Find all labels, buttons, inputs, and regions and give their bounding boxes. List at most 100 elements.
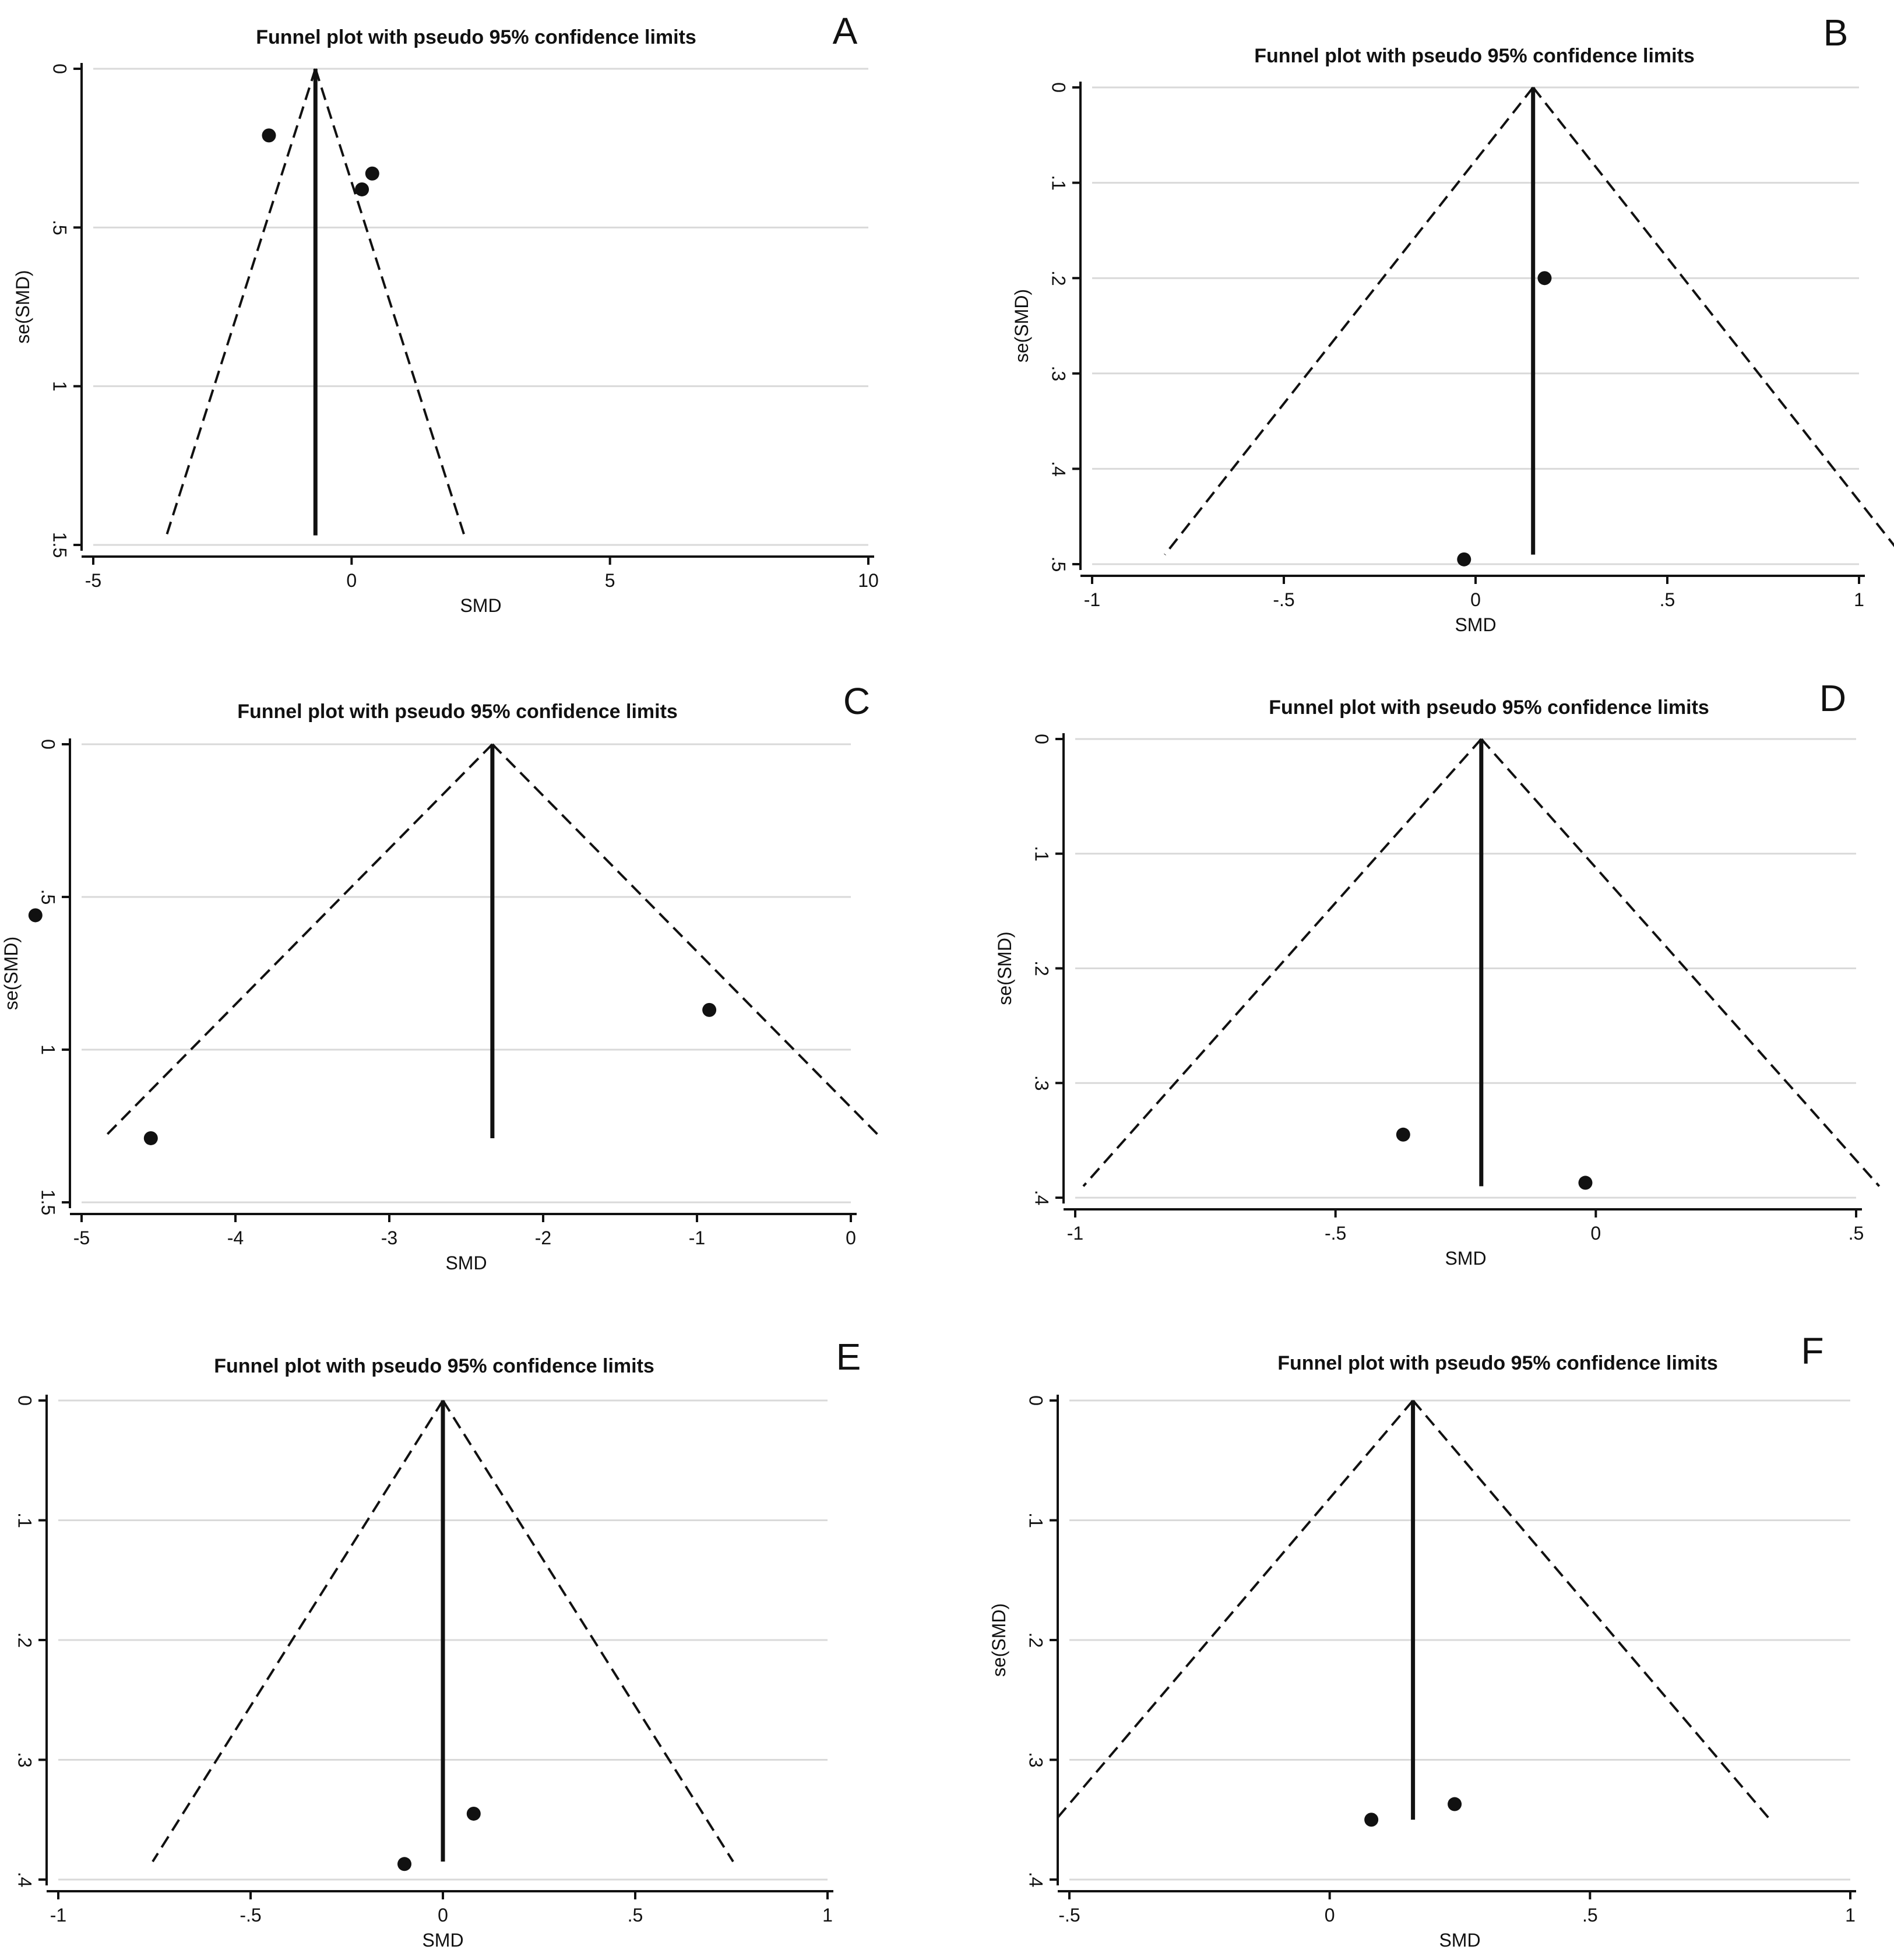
x-tick-label: 0 [346,570,357,591]
y-tick-label: 0 [15,1395,36,1406]
x-tick-label: 0 [1470,589,1481,610]
panel-b: 0 .1 .2 .3 .4 .5 -1 -.5 0 .5 1 Funnel plot with pse… [1011,12,1894,635]
y-tick-label: 1 [50,381,71,392]
x-tick-label: -5 [73,1227,90,1248]
x-axis-label: SMD [1455,614,1496,635]
y-tick-label: .3 [15,1752,36,1768]
lower-confidence-limit [165,68,317,536]
x-tick-label: -5 [85,570,101,591]
chart-title: Funnel plot with pseudo 95% confidence l… [1277,1352,1718,1374]
x-tick-label: -.5 [1325,1223,1346,1244]
panel-letter: B [1823,12,1849,54]
study-point [1364,1813,1379,1827]
study-point [702,1002,717,1017]
study-point [143,1131,158,1145]
x-tick-label: -1 [1067,1223,1083,1244]
lower-confidence-limit [1164,86,1534,555]
y-tick-label: .1 [1048,175,1069,191]
y-tick-label: .2 [1026,1632,1047,1648]
y-tick-label: 0 [1048,82,1069,93]
study-point [466,1806,481,1821]
chart-title: Funnel plot with pseudo 95% confidence l… [214,1355,654,1377]
x-tick-label: 0 [438,1905,448,1926]
upper-confidence-limit [1532,86,1894,547]
y-tick-label: .2 [1048,270,1069,286]
upper-confidence-limit [314,68,466,536]
x-tick-label: -.5 [1273,589,1294,610]
y-axis-label: se(SMD) [12,270,33,343]
y-tick-label: 1.5 [50,532,71,558]
x-tick-label: -2 [535,1227,551,1248]
y-tick-label: .3 [1026,1752,1047,1768]
chart-title: Funnel plot with pseudo 95% confidence l… [1269,696,1709,719]
panel-d: 0 .1 .2 .3 .4 -1 -.5 0 .5 Funnel plot with pseudo… [994,677,1881,1269]
x-axis-label: SMD [460,595,501,616]
x-tick-label: -1 [1084,589,1100,610]
y-tick-label: .3 [1032,1075,1052,1091]
study-point [1448,1797,1462,1811]
y-axis-label: se(SMD) [1,937,22,1010]
x-tick-label: .5 [1582,1905,1598,1926]
y-tick-label: .4 [1048,461,1069,477]
upper-confidence-limit [491,743,882,1139]
x-tick-label: 1 [822,1905,833,1926]
x-tick-label: 0 [846,1227,856,1248]
x-tick-label: 0 [1590,1223,1601,1244]
x-tick-label: 1 [1854,589,1864,610]
y-tick-label: 1.5 [38,1190,59,1215]
panel-letter: E [836,1336,861,1378]
y-tick-label: 1 [38,1044,59,1055]
chart-title: Funnel plot with pseudo 95% confidence l… [256,26,696,48]
y-tick-label: .2 [15,1632,36,1648]
study-point [355,182,369,196]
x-axis-label: SMD [1445,1248,1486,1269]
x-axis-label: SMD [445,1252,487,1273]
lower-confidence-limit [1055,1399,1414,1821]
study-point [397,1857,411,1871]
lower-confidence-limit [102,743,494,1139]
panel-a: 0 .5 1 1.5 -5 0 5 10 Funnel plot with pseudo 95%… [12,10,879,616]
x-tick-label: .5 [1849,1223,1864,1244]
x-tick-label: -.5 [1058,1905,1080,1926]
chart-title: Funnel plot with pseudo 95% confidence l… [1254,45,1695,67]
x-axis-label: SMD [422,1930,463,1951]
upper-confidence-limit [442,1399,734,1863]
y-tick-label: 0 [1026,1395,1047,1406]
chart-title: Funnel plot with pseudo 95% confidence l… [237,701,678,723]
panel-letter: D [1819,677,1846,719]
y-tick-label: 0 [38,739,59,749]
x-tick-label: 0 [1325,1905,1335,1926]
lower-confidence-limit [1082,738,1483,1187]
y-tick-label: .2 [1032,960,1052,976]
x-tick-label: -1 [689,1227,705,1248]
x-tick-label: 5 [605,570,615,591]
y-tick-label: .5 [38,889,59,905]
lower-confidence-limit [152,1399,444,1863]
x-tick-label: 10 [858,570,879,591]
panel-letter: C [843,680,870,722]
upper-confidence-limit [1412,1399,1771,1821]
y-tick-label: .5 [1048,557,1069,572]
x-tick-label: -1 [50,1905,66,1926]
x-tick-label: .5 [1660,589,1675,610]
panel-letter: A [833,10,858,52]
panel-f: 0 .1 .2 .3 .4 -.5 0 .5 1 Funnel plot with pseudo … [988,1330,1856,1951]
study-point [365,166,379,181]
upper-confidence-limit [1480,738,1881,1187]
y-tick-label: 0 [50,64,71,74]
study-point [262,128,276,143]
panel-c: 0 .5 1 1.5 -5 -4 -3 -2 -1 0 Funnel plot with pseud… [1,680,882,1273]
y-tick-label: .4 [1026,1872,1047,1888]
y-axis-label: se(SMD) [994,931,1015,1005]
x-tick-label: -4 [227,1227,244,1248]
study-point [1396,1127,1410,1142]
x-tick-label: -.5 [240,1905,261,1926]
study-point [1457,552,1471,566]
study-point [1537,271,1552,286]
y-tick-label: .4 [15,1872,36,1888]
y-tick-label: .1 [1032,846,1052,861]
x-tick-label: .5 [628,1905,643,1926]
y-tick-label: .5 [50,220,71,235]
x-tick-label: -3 [381,1227,397,1248]
